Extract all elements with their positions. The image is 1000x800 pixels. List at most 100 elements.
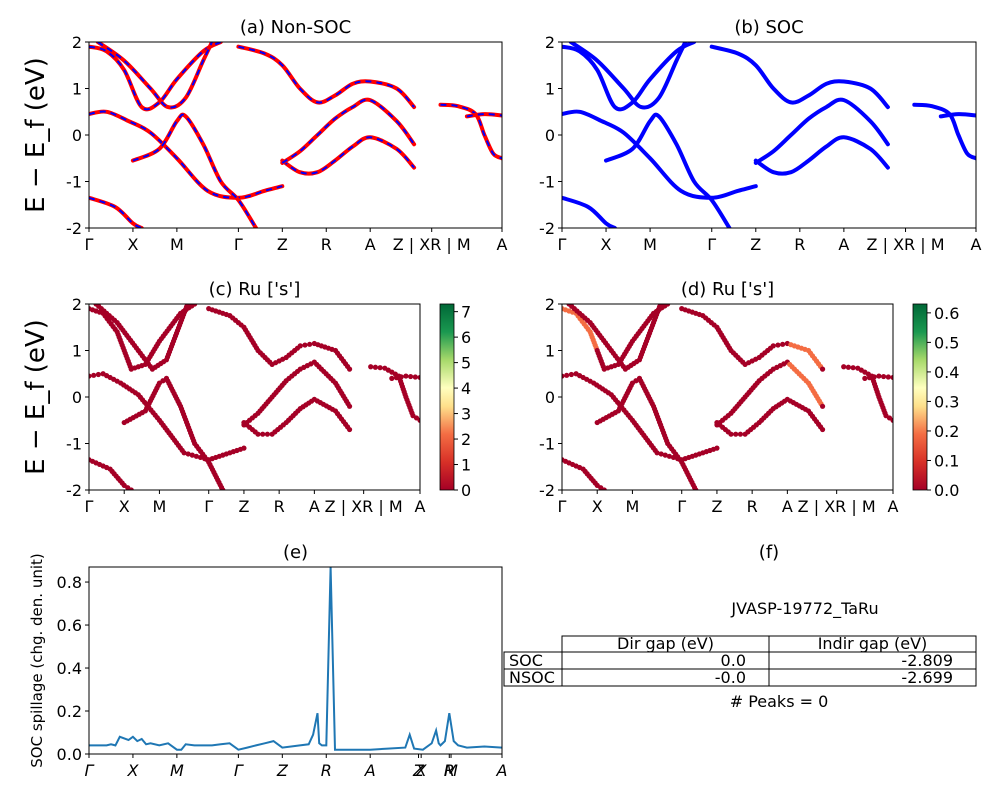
- band-point: [192, 304, 198, 307]
- band-line-dashed: [466, 113, 502, 118]
- table-cell: -2.699: [901, 668, 953, 687]
- colorbar-tick-label: 4: [461, 379, 471, 398]
- x-tick-label: Γ: [677, 497, 686, 516]
- band-point: [658, 451, 664, 457]
- band-point: [601, 487, 607, 490]
- band-point: [368, 364, 374, 370]
- table-cell: NSOC: [509, 668, 555, 687]
- x-tick-label: X: [119, 497, 130, 516]
- x-tick-label: M: [170, 235, 184, 254]
- band-point: [871, 374, 877, 380]
- plot-content: [562, 304, 893, 490]
- spillage-line: [89, 567, 502, 751]
- band-line-dashed: [97, 42, 213, 109]
- y-tick-label: 2: [545, 295, 555, 314]
- band-line: [562, 42, 697, 112]
- band-point: [881, 373, 887, 380]
- band-point: [220, 487, 226, 490]
- band-point: [876, 373, 882, 379]
- plot-content: [89, 42, 502, 228]
- x-tick-label: R: [794, 235, 805, 254]
- x-tick-label: X: [415, 761, 428, 780]
- plot-area: [89, 567, 502, 754]
- y-tick-label: 0.4: [57, 659, 82, 678]
- y-axis-label: E − E_f (eV): [21, 319, 51, 475]
- x-tick-label: Γ: [558, 235, 567, 254]
- table-cell: 0.0: [721, 651, 746, 670]
- band-point: [307, 341, 313, 347]
- band-point: [377, 365, 383, 371]
- band-point: [890, 417, 893, 423]
- x-tick-label: M: [170, 761, 184, 780]
- band-point: [89, 373, 92, 379]
- band-line-dashed: [238, 45, 415, 108]
- x-tick-label: X: [127, 235, 138, 254]
- colorbar: [439, 303, 455, 491]
- band-line-dashed: [440, 103, 502, 160]
- band-point: [845, 364, 851, 370]
- x-tick-label: Z: [412, 761, 425, 780]
- y-tick-label: 2: [72, 295, 82, 314]
- colorbar-tick-label: 6: [461, 328, 471, 347]
- y-tick-label: 0: [72, 388, 82, 407]
- band-point: [417, 417, 420, 423]
- colorbar-tick-label: 0: [461, 481, 471, 500]
- x-tick-label: Z: [277, 235, 288, 254]
- plot-area: [562, 42, 976, 228]
- band-point: [193, 453, 199, 459]
- band-point: [408, 373, 414, 380]
- y-tick-label: -2: [66, 481, 82, 500]
- y-tick-label: 1: [545, 80, 555, 99]
- band-point: [184, 304, 191, 307]
- colorbar-tick-label: 1: [461, 456, 471, 475]
- x-tick-label: A: [888, 497, 899, 516]
- band-line: [753, 135, 890, 176]
- axes-frame: [88, 566, 503, 755]
- peaks-count: # Peaks = 0: [730, 692, 829, 711]
- chart-title: (b) SOC: [734, 17, 803, 38]
- band-point: [185, 451, 191, 457]
- x-tick-label: M: [626, 497, 640, 516]
- x-tick-label: X: [126, 761, 139, 780]
- band-point: [398, 374, 404, 380]
- x-tick-label: M: [444, 761, 458, 780]
- x-tick-label: Γ: [558, 497, 567, 516]
- x-tick-label: A: [838, 235, 849, 254]
- x-tick-label: Z | XR | M: [798, 497, 876, 516]
- chart-title: (a) Non-SOC: [240, 17, 351, 38]
- y-tick-label: 0: [545, 126, 555, 145]
- band-point: [346, 403, 353, 409]
- band-point: [714, 445, 720, 451]
- band-point: [95, 371, 101, 378]
- x-tick-label: Z: [276, 761, 289, 780]
- x-tick-label: R: [747, 497, 758, 516]
- band-line: [568, 42, 688, 110]
- band-line-dashed: [281, 136, 415, 175]
- band-point: [181, 450, 187, 456]
- chart-title: (d) Ru ['s']: [681, 279, 774, 300]
- band-point: [819, 426, 826, 433]
- x-tick-label: Γ: [204, 497, 213, 516]
- colorbar-tick-label: 0.6: [934, 304, 959, 323]
- panel-0: (a) Non-SOC -2 -1 0 1 2 Γ X M Γ Z R A Z | XR | M A: [66, 17, 507, 254]
- band-line: [604, 112, 732, 228]
- band-line: [709, 44, 890, 110]
- y-tick-label: -1: [539, 173, 555, 192]
- x-tick-label: X: [592, 497, 603, 516]
- y-tick-label: -1: [539, 435, 555, 454]
- band-point: [264, 431, 271, 437]
- band-point: [819, 366, 826, 372]
- band-point: [866, 375, 873, 381]
- table-header: Indir gap (eV): [818, 634, 928, 653]
- y-tick-label: 0.0: [57, 745, 82, 764]
- band-point: [819, 403, 826, 409]
- band-line: [753, 97, 890, 165]
- x-tick-label: A: [415, 497, 426, 516]
- plot-area: [562, 304, 893, 490]
- band-point: [302, 342, 308, 348]
- band-point: [403, 373, 409, 379]
- band-line: [912, 102, 976, 161]
- band-point: [890, 374, 893, 381]
- x-tick-label: R: [321, 761, 332, 780]
